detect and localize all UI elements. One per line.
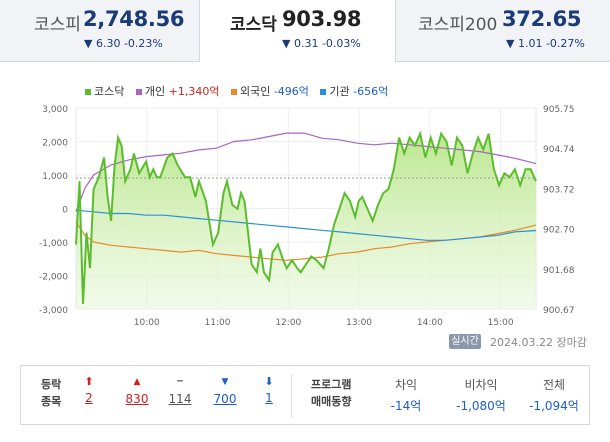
- left-axis-tick-label: 0: [62, 206, 68, 216]
- unchanged-dash-icon: ━: [177, 377, 183, 387]
- intraday-chart[interactable]: 3,000 2,000 1,000 0 -1,000 -2,000 -3,000 905.75…: [0, 62, 610, 360]
- program-non-arbitrage-value: -1,080억: [456, 399, 506, 413]
- tab-kosdaq-name: 코스닥: [230, 15, 277, 35]
- program-non-arbitrage-header: 비차익: [464, 378, 498, 392]
- legend-institution[interactable]: 기관 -656억: [320, 85, 388, 98]
- x-axis-tick-label: 10:00: [134, 318, 160, 328]
- tab-kospi200-value: 372.65: [502, 7, 582, 31]
- x-axis-tick-label: 15:00: [488, 318, 514, 328]
- legend-individual-label: 개인: [144, 85, 166, 98]
- right-axis-tick-label: 905.75: [543, 105, 575, 115]
- chart-meta: 2024.03.22 장마감: [490, 334, 587, 350]
- tab-kospi200[interactable]: 코스피200 372.65 ▼ 1.01 -0.27%: [396, 0, 610, 62]
- legend-foreign-label: 외국인: [239, 85, 271, 98]
- kosdaq-swatch-icon: [85, 89, 91, 95]
- tab-kospi-change: ▼ 6.30 -0.23%: [84, 37, 163, 50]
- x-axis-tick-label: 13:00: [346, 318, 372, 328]
- program-arbitrage-value: -14억: [390, 399, 422, 413]
- unchanged-count[interactable]: 114: [168, 392, 192, 406]
- individual-swatch-icon: [135, 89, 142, 95]
- realtime-badge: 실시간: [449, 334, 481, 349]
- fall-count[interactable]: 700: [213, 392, 237, 406]
- right-axis-tick-label: 903.72: [543, 185, 575, 195]
- program-label-line1: 프로그램: [311, 378, 352, 391]
- lower-limit-arrow-icon: ⬇: [264, 375, 274, 388]
- legend-kosdaq[interactable]: 코스닥: [85, 85, 124, 98]
- left-axis-tick-label: 3,000: [42, 105, 68, 115]
- foreign-swatch-icon: [230, 89, 237, 95]
- chart-axes: 3,000 2,000 1,000 0 -1,000 -2,000 -3,000 905.75…: [39, 105, 575, 328]
- breadth-rise: ▲ 830: [117, 375, 157, 406]
- tab-kosdaq-value: 903.98: [282, 7, 362, 31]
- right-axis-tick-label: 904.74: [543, 145, 575, 155]
- tab-kosdaq-change: ▼ 0.31 -0.03%: [282, 37, 361, 50]
- program-total: 전체 -1,094억: [517, 376, 591, 414]
- chart-date: 2024.03.22: [490, 336, 553, 349]
- program-arbitrage-header: 차익: [394, 378, 418, 392]
- tab-kospi-value: 2,748.56: [83, 7, 185, 31]
- legend-institution-value: -656억: [353, 85, 389, 98]
- program-non-arbitrage: 비차익 -1,080억: [441, 376, 521, 414]
- left-axis-tick-label: -1,000: [39, 239, 68, 249]
- program-label-line2: 매매동향: [311, 395, 352, 408]
- chart-series: [75, 130, 537, 309]
- kosdaq-line: [75, 130, 537, 304]
- legend-foreign[interactable]: 외국인 -496억: [230, 85, 309, 98]
- rise-triangle-icon: ▲: [133, 377, 141, 387]
- breadth-lower-limit: ⬇ 1: [259, 375, 279, 405]
- program-total-header: 전체: [542, 378, 566, 392]
- tab-kosdaq[interactable]: 코스닥 903.98 ▼ 0.31 -0.03%: [200, 0, 396, 62]
- program-total-value: -1,094억: [529, 399, 579, 413]
- left-axis-tick-label: -2,000: [39, 273, 68, 283]
- right-axis-tick-label: 900.67: [543, 306, 575, 316]
- institution-swatch-icon: [320, 89, 327, 95]
- individual-line: [75, 132, 537, 213]
- tab-kospi200-change: ▼ 1.01 -0.27%: [506, 37, 585, 50]
- legend-kosdaq-label: 코스닥: [94, 85, 125, 98]
- breadth-label: 등락 종목: [41, 376, 61, 410]
- chart-legend: 코스닥 개인 +1,340억 외국인 -496억 기관 -656억: [85, 83, 396, 99]
- fall-triangle-icon: ▼: [221, 377, 229, 387]
- left-axis-tick-label: 2,000: [42, 139, 68, 149]
- panel-divider: [291, 374, 292, 418]
- right-axis-tick-label: 902.70: [543, 226, 575, 236]
- tab-kospi[interactable]: 코스피 2,748.56 ▼ 6.30 -0.23%: [0, 0, 200, 62]
- tab-kospi-name: 코스피: [34, 15, 81, 35]
- left-axis-tick-label: -3,000: [39, 306, 68, 316]
- program-label: 프로그램 매매동향: [311, 376, 351, 410]
- kosdaq-area: [76, 133, 536, 309]
- market-summary-panel: 등락 종목 ⬆ 2 ▲ 830 ━ 114 ▼ 700 ⬇ 1 프로그램 매매동…: [20, 365, 590, 425]
- upper-limit-arrow-icon: ⬆: [84, 375, 94, 388]
- left-axis-tick-label: 1,000: [42, 172, 68, 182]
- breadth-upper-limit: ⬆ 2: [79, 375, 99, 405]
- upper-limit-count[interactable]: 2: [85, 391, 93, 405]
- program-arbitrage: 차익 -14억: [371, 376, 441, 414]
- right-axis-tick-label: 901.68: [543, 266, 575, 276]
- rise-count[interactable]: 830: [125, 392, 149, 406]
- breadth-fall: ▼ 700: [205, 375, 245, 406]
- breadth-unchanged: ━ 114: [162, 375, 198, 406]
- market-session: 장마감: [556, 336, 587, 349]
- legend-individual-value: +1,340억: [168, 85, 220, 98]
- breadth-label-line1: 등락: [41, 378, 62, 391]
- institution-line: [75, 209, 537, 241]
- legend-institution-label: 기관: [329, 85, 350, 98]
- x-axis-tick-label: 14:00: [417, 318, 443, 328]
- breadth-label-line2: 종목: [41, 395, 62, 408]
- legend-foreign-value: -496억: [273, 85, 309, 98]
- tab-kospi200-name: 코스피200: [418, 15, 498, 35]
- legend-individual[interactable]: 개인 +1,340억: [135, 85, 220, 98]
- index-tabs: 코스피 2,748.56 ▼ 6.30 -0.23% 코스닥 903.98 ▼ …: [0, 0, 610, 62]
- x-axis-tick-label: 11:00: [205, 318, 231, 328]
- x-axis-tick-label: 12:00: [275, 318, 301, 328]
- lower-limit-count[interactable]: 1: [265, 391, 273, 405]
